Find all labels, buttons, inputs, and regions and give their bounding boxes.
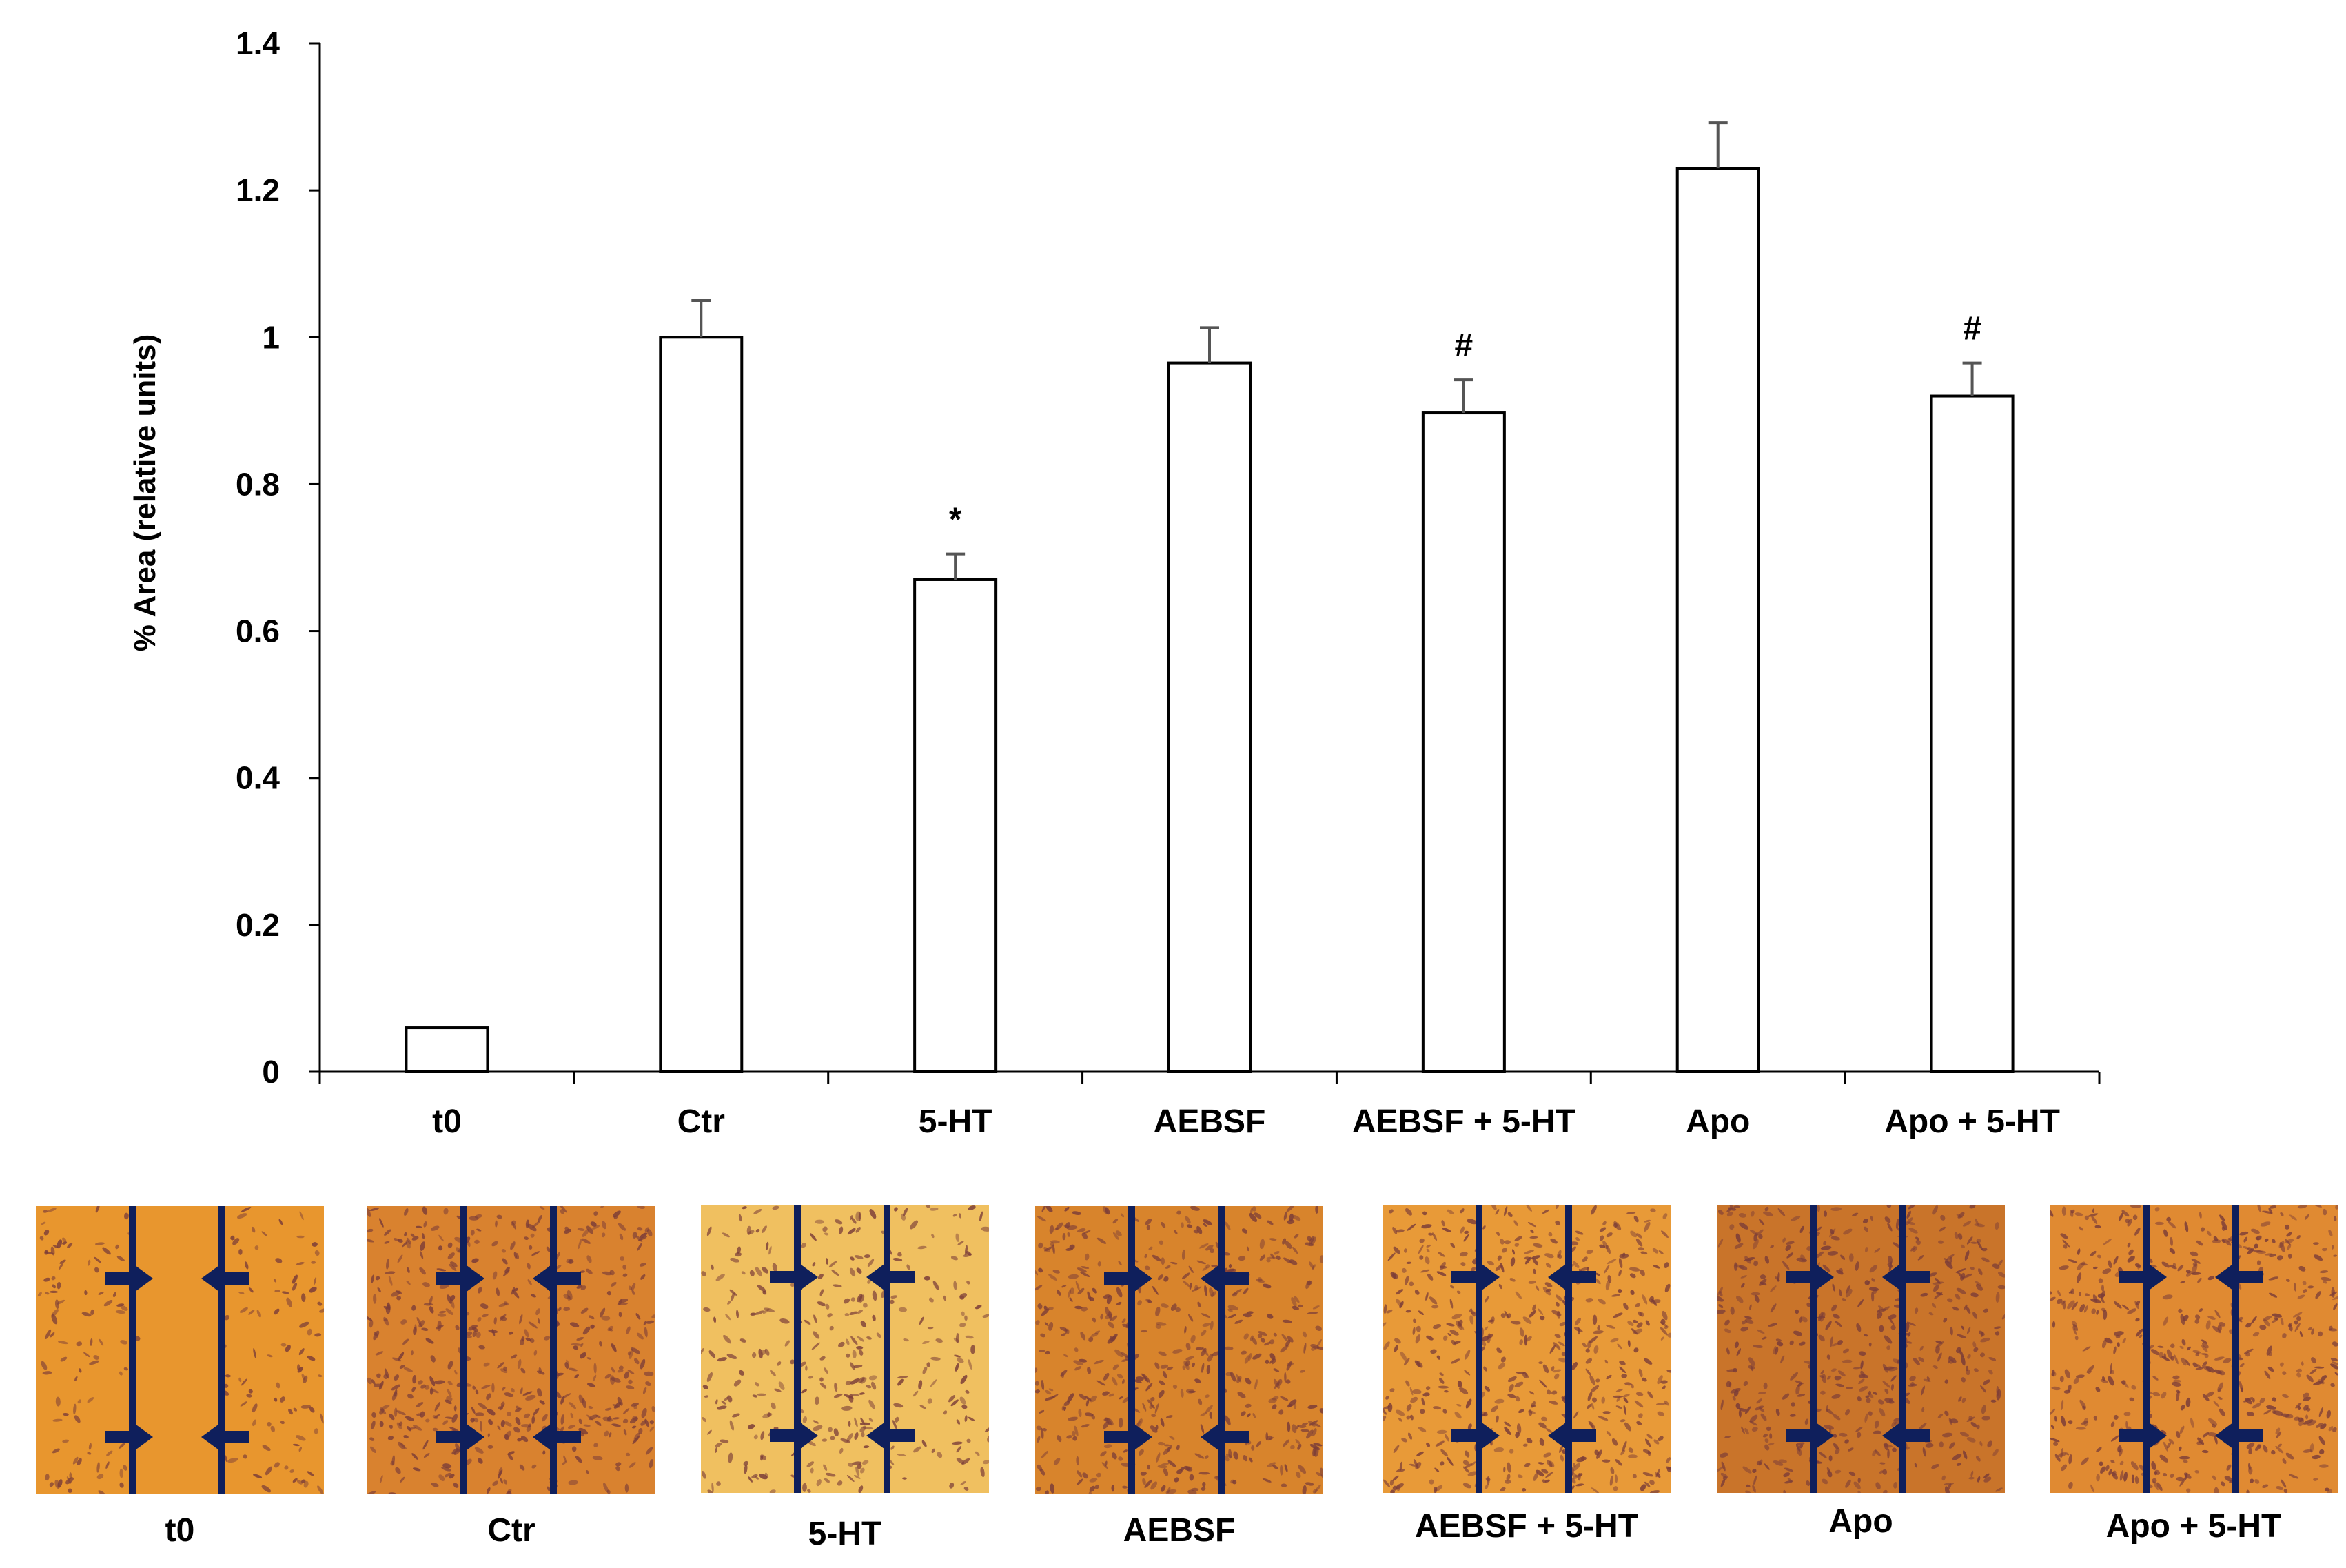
chart-labels: 0 0.2 0.4 0.6 0.8 1 1.2 1.4 t0 Ctr * 5-HT AEBSF # AEBS… [236,26,2060,1140]
bar-ctr [659,336,744,1073]
y-tick-label: 1 [262,319,280,355]
y-tick-label: 0 [262,1054,280,1090]
bar-aebsf-5-ht [1421,411,1506,1073]
y-tick-label: 0.4 [236,760,280,796]
bar-apo-5-ht [1930,394,2014,1073]
significance-marker: # [1455,327,1473,364]
y-tick-label: 0.6 [236,613,280,649]
x-category-label: Ctr [677,1103,725,1140]
x-category-label: Apo + 5-HT [1884,1103,2060,1140]
bar-t0 [405,1026,489,1073]
y-tick-label: 1.4 [236,26,280,61]
significance-marker: * [949,502,962,538]
bar-5-ht [913,578,998,1073]
x-category-label: AEBSF + 5-HT [1352,1103,1575,1140]
x-category-label: Apo [1686,1103,1750,1140]
x-category-label: 5-HT [919,1103,992,1140]
y-tick-label: 0.8 [236,466,280,502]
bar-apo [1675,167,1760,1074]
x-category-label: t0 [432,1103,462,1140]
bar-aebsf [1167,361,1252,1073]
y-axis-title: % Area (relative units) [128,334,162,652]
chart-bars [405,121,2014,1074]
x-category-label: AEBSF [1154,1103,1266,1140]
y-tick-label: 0.2 [236,907,280,943]
y-tick-label: 1.2 [236,172,280,208]
significance-marker: # [1963,311,1981,347]
